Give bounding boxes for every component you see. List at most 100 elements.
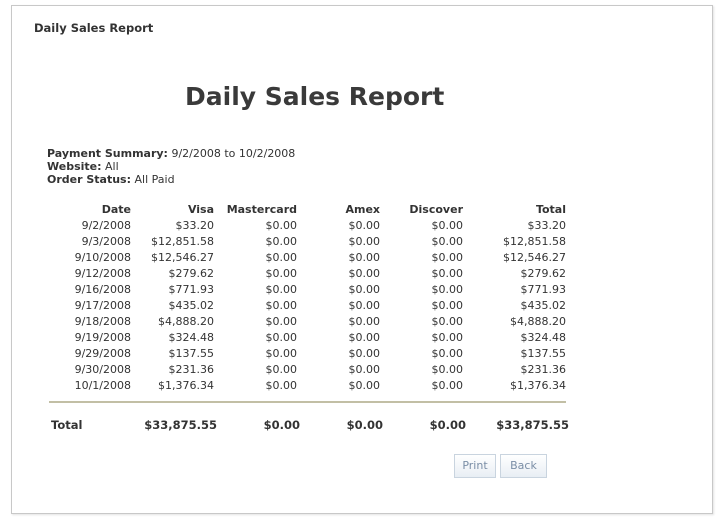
cell-visa: $324.48 — [168, 330, 215, 344]
table-row: 10/1/2008 $1,376.34 $0.00 $0.00 $0.00 $1… — [48, 377, 566, 393]
cell-date: 9/18/2008 — [74, 314, 131, 328]
cell-visa: $137.55 — [168, 346, 215, 360]
cell-date: 9/19/2008 — [74, 330, 131, 344]
cell-date: 9/29/2008 — [74, 346, 131, 360]
cell-date: 9/17/2008 — [74, 298, 131, 312]
cell-discover: $0.00 — [431, 266, 464, 280]
cell-total: $12,851.58 — [503, 234, 566, 248]
cell-date: 9/12/2008 — [74, 266, 131, 280]
cell-discover: $0.00 — [431, 330, 464, 344]
cell-visa: $12,546.27 — [151, 250, 214, 264]
table-row: 9/18/2008 $4,888.20 $0.00 $0.00 $0.00 $4… — [48, 313, 566, 329]
cell-total: $137.55 — [520, 346, 567, 360]
cell-visa: $12,851.58 — [151, 234, 214, 248]
cell-amex: $0.00 — [348, 266, 381, 280]
print-button[interactable]: Print — [454, 454, 496, 478]
column-header-mastercard: Mastercard — [226, 202, 297, 216]
website-label: Website: — [47, 160, 102, 173]
cell-date: 9/3/2008 — [81, 234, 131, 248]
report-heading: Daily Sales Report — [185, 82, 445, 111]
cell-total: $12,546.27 — [503, 250, 566, 264]
total-mastercard: $0.00 — [263, 418, 300, 432]
report-summary: Payment Summary: 9/2/2008 to 10/2/2008 W… — [47, 147, 295, 186]
cell-mastercard: $0.00 — [265, 298, 298, 312]
total-amex: $0.00 — [346, 418, 383, 432]
cell-total: $435.02 — [520, 298, 567, 312]
cell-mastercard: $0.00 — [265, 282, 298, 296]
column-header-discover: Discover — [409, 202, 463, 216]
cell-discover: $0.00 — [431, 314, 464, 328]
payment-summary-value: 9/2/2008 to 10/2/2008 — [167, 147, 296, 160]
table-row: 9/3/2008 $12,851.58 $0.00 $0.00 $0.00 $1… — [48, 233, 566, 249]
table-row: 9/30/2008 $231.36 $0.00 $0.00 $0.00 $231… — [48, 361, 566, 377]
column-header-visa: Visa — [187, 202, 214, 216]
order-status-value: All Paid — [131, 173, 175, 186]
cell-mastercard: $0.00 — [265, 378, 298, 392]
cell-amex: $0.00 — [348, 282, 381, 296]
sales-table: Date Visa Mastercard Amex Discover Total… — [48, 201, 566, 393]
cell-mastercard: $0.00 — [265, 266, 298, 280]
cell-date: 9/16/2008 — [74, 282, 131, 296]
cell-date: 10/1/2008 — [74, 378, 131, 392]
cell-discover: $0.00 — [431, 378, 464, 392]
cell-mastercard: $0.00 — [265, 218, 298, 232]
total-visa: $33,875.55 — [144, 418, 217, 432]
cell-visa: $4,888.20 — [158, 314, 214, 328]
cell-total: $4,888.20 — [510, 314, 566, 328]
totals-divider — [49, 401, 566, 403]
total-discover: $0.00 — [429, 418, 466, 432]
total-grand: $33,875.55 — [496, 418, 569, 432]
cell-discover: $0.00 — [431, 298, 464, 312]
cell-total: $33.20 — [527, 218, 567, 232]
column-header-total: Total — [535, 202, 566, 216]
cell-date: 9/10/2008 — [74, 250, 131, 264]
cell-discover: $0.00 — [431, 362, 464, 376]
payment-summary-label: Payment Summary: — [47, 147, 168, 160]
cell-amex: $0.00 — [348, 346, 381, 360]
cell-visa: $435.02 — [168, 298, 215, 312]
cell-mastercard: $0.00 — [265, 362, 298, 376]
cell-amex: $0.00 — [348, 330, 381, 344]
table-row: 9/19/2008 $324.48 $0.00 $0.00 $0.00 $324… — [48, 329, 566, 345]
cell-discover: $0.00 — [431, 218, 464, 232]
cell-amex: $0.00 — [348, 362, 381, 376]
table-row: 9/12/2008 $279.62 $0.00 $0.00 $0.00 $279… — [48, 265, 566, 281]
payment-summary-line: Payment Summary: 9/2/2008 to 10/2/2008 — [47, 147, 295, 160]
report-window: Daily Sales Report Daily Sales Report Pa… — [11, 5, 713, 514]
totals-label: Total — [51, 418, 83, 432]
back-button[interactable]: Back — [500, 454, 547, 478]
cell-total: $1,376.34 — [510, 378, 566, 392]
cell-discover: $0.00 — [431, 282, 464, 296]
window-title: Daily Sales Report — [34, 21, 154, 35]
table-row: 9/17/2008 $435.02 $0.00 $0.00 $0.00 $435… — [48, 297, 566, 313]
cell-total: $324.48 — [520, 330, 567, 344]
cell-amex: $0.00 — [348, 298, 381, 312]
order-status-label: Order Status: — [47, 173, 132, 186]
cell-mastercard: $0.00 — [265, 314, 298, 328]
column-header-amex: Amex — [345, 202, 380, 216]
table-row: 9/10/2008 $12,546.27 $0.00 $0.00 $0.00 $… — [48, 249, 566, 265]
cell-total: $771.93 — [520, 282, 567, 296]
totals-row: Total $33,875.55 $0.00 $0.00 $0.00 $33,8… — [48, 417, 569, 433]
table-row: 9/2/2008 $33.20 $0.00 $0.00 $0.00 $33.20 — [48, 217, 566, 233]
cell-amex: $0.00 — [348, 378, 381, 392]
table-header-row: Date Visa Mastercard Amex Discover Total — [48, 201, 566, 217]
cell-amex: $0.00 — [348, 218, 381, 232]
cell-mastercard: $0.00 — [265, 234, 298, 248]
order-status-line: Order Status: All Paid — [47, 173, 295, 186]
cell-mastercard: $0.00 — [265, 330, 298, 344]
cell-discover: $0.00 — [431, 234, 464, 248]
cell-mastercard: $0.00 — [265, 346, 298, 360]
table-row: 9/16/2008 $771.93 $0.00 $0.00 $0.00 $771… — [48, 281, 566, 297]
cell-visa: $279.62 — [168, 266, 215, 280]
website-value: All — [101, 160, 119, 173]
cell-total: $231.36 — [520, 362, 567, 376]
cell-date: 9/2/2008 — [81, 218, 131, 232]
column-header-date: Date — [101, 202, 131, 216]
cell-visa: $771.93 — [168, 282, 215, 296]
cell-amex: $0.00 — [348, 250, 381, 264]
cell-discover: $0.00 — [431, 346, 464, 360]
cell-amex: $0.00 — [348, 234, 381, 248]
cell-amex: $0.00 — [348, 314, 381, 328]
cell-visa: $33.20 — [175, 218, 215, 232]
